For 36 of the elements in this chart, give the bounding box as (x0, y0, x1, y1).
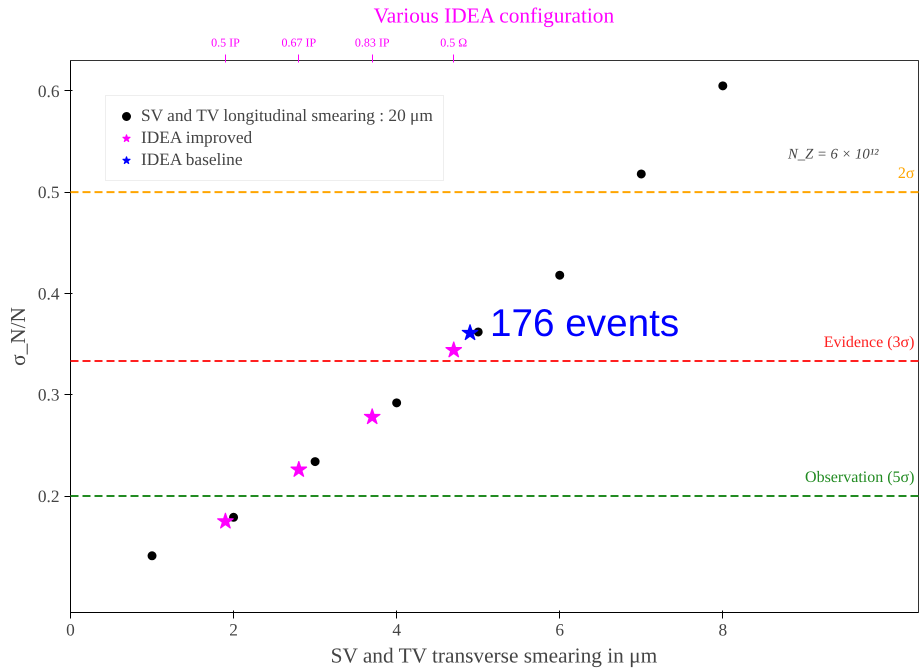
y-tick-label: 0.2 (38, 487, 60, 506)
point (445, 341, 462, 358)
x-tick-label: 6 (555, 620, 564, 640)
x-tick-label: 2 (229, 620, 238, 640)
x-tick-label: 0 (66, 620, 75, 640)
annotation: 0.5 IP (211, 36, 240, 50)
point (718, 81, 728, 90)
y-tick-label: 0.5 (38, 183, 60, 202)
annotation: N_Z = 6 × 10¹² (787, 146, 880, 162)
point (364, 408, 381, 424)
y-tick-label: 0.4 (38, 284, 60, 304)
legend-label: SV and TV longitudinal smearing : 20 μm (141, 106, 433, 126)
point (392, 398, 402, 408)
x-tick-label: 8 (718, 620, 728, 640)
point (310, 457, 320, 466)
point (148, 551, 157, 560)
ref-line-label: Observation (5σ) (805, 469, 914, 486)
y-axis-title: σ_N/N (6, 307, 30, 366)
legend-label: IDEA improved (141, 128, 252, 148)
annotation: 0.5 Ω (440, 36, 468, 50)
annotation: 0.83 IP (354, 36, 390, 50)
point (555, 270, 564, 280)
x2-axis-title: Various IDEA configuration (374, 4, 614, 28)
annotation: 176 events (490, 302, 680, 345)
point (290, 460, 308, 478)
point (461, 324, 479, 340)
ref-line-label: Evidence (3σ) (824, 334, 915, 352)
ref-line-label: 2σ (898, 165, 915, 182)
y-tick-label: 0.3 (38, 386, 60, 405)
point (636, 169, 646, 178)
x-axis-title: SV and TV transverse smearing in μm (330, 644, 658, 668)
point (216, 512, 234, 529)
x-tick-label: 4 (392, 620, 402, 640)
legend-label: IDEA baseline (141, 150, 243, 170)
y-tick-label: 0.6 (38, 82, 60, 101)
annotation: 0.67 IP (281, 36, 316, 50)
